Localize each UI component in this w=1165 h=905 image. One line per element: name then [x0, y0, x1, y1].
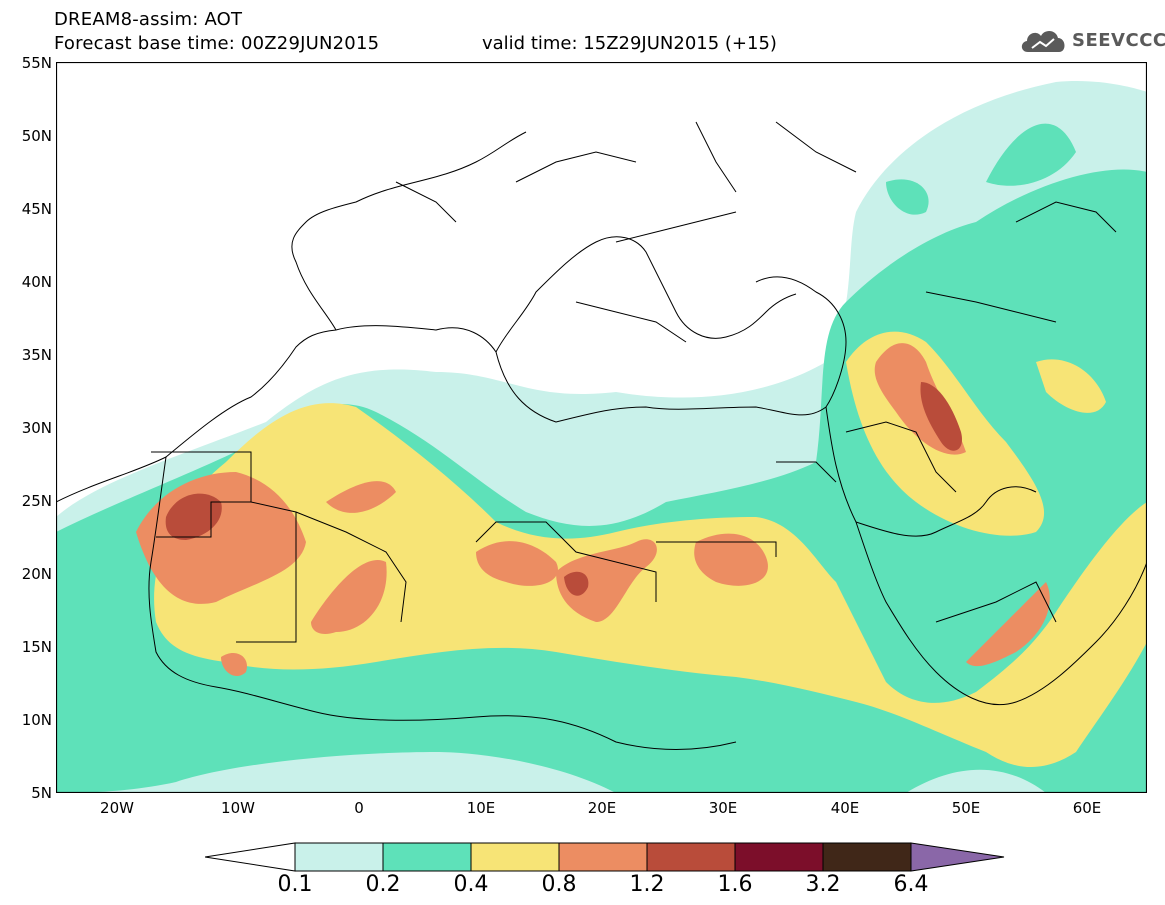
lat-label-20n: 20N [21, 565, 52, 583]
colorbar-swatch-1.6-3.2 [734, 842, 824, 872]
logo-text: SEEVCCC [1072, 30, 1165, 51]
lat-label-5n: 5N [31, 784, 52, 802]
lat-label-15n: 15N [21, 638, 52, 656]
colorbar-label-6.4: 6.4 [893, 872, 929, 897]
colorbar-swatch-1.2-1.6 [646, 842, 736, 872]
lon-label-20w: 20W [100, 799, 134, 817]
lat-label-10n: 10N [21, 711, 52, 729]
colorbar-label-0.1: 0.1 [277, 872, 313, 897]
lon-label-60e: 60E [1072, 799, 1102, 817]
lat-label-35n: 35N [21, 346, 52, 364]
aot-map [56, 62, 1147, 793]
lat-label-50n: 50N [21, 127, 52, 145]
colorbar-label-0.8: 0.8 [541, 872, 577, 897]
country-borders [56, 121, 1147, 750]
aot-colorbar [205, 842, 1005, 872]
seevccc-logo: SEEVCCC [1018, 24, 1165, 58]
colorbar-under-arrow [205, 842, 296, 872]
lat-label-30n: 30N [21, 419, 52, 437]
colorbar-swatch-3.2-6.4 [822, 842, 912, 872]
colorbar-swatch-0.8-1.2 [558, 842, 648, 872]
lon-label-50e: 50E [951, 799, 981, 817]
lat-label-45n: 45N [21, 200, 52, 218]
lon-label-40e: 40E [830, 799, 860, 817]
colorbar-over-arrow [910, 842, 1005, 872]
colorbar-label-1.6: 1.6 [717, 872, 753, 897]
forecast-base-time: Forecast base time: 00Z29JUN2015 [54, 33, 380, 54]
valid-time: valid time: 15Z29JUN2015 (+15) [482, 33, 777, 54]
colorbar-swatch-0.1-0.2 [294, 842, 384, 872]
lat-label-55n: 55N [21, 54, 52, 72]
colorbar-label-0.4: 0.4 [453, 872, 489, 897]
lon-label-10w: 10W [221, 799, 255, 817]
lat-label-25n: 25N [21, 492, 52, 510]
colorbar-label-3.2: 3.2 [805, 872, 841, 897]
colorbar-label-1.2: 1.2 [629, 872, 665, 897]
colorbar-label-0.2: 0.2 [365, 872, 401, 897]
lon-label-10e: 10E [466, 799, 496, 817]
lon-label-20e: 20E [587, 799, 617, 817]
colorbar-swatch-0.4-0.8 [470, 842, 560, 872]
lon-label-0: 0 [354, 799, 364, 817]
map-title: DREAM8-assim: AOT [54, 9, 243, 30]
lon-label-30e: 30E [708, 799, 738, 817]
cloud-icon [1021, 30, 1065, 52]
aot-field-1.2-1.6 [165, 382, 962, 596]
lat-label-40n: 40N [21, 273, 52, 291]
colorbar-swatch-0.2-0.4 [382, 842, 472, 872]
